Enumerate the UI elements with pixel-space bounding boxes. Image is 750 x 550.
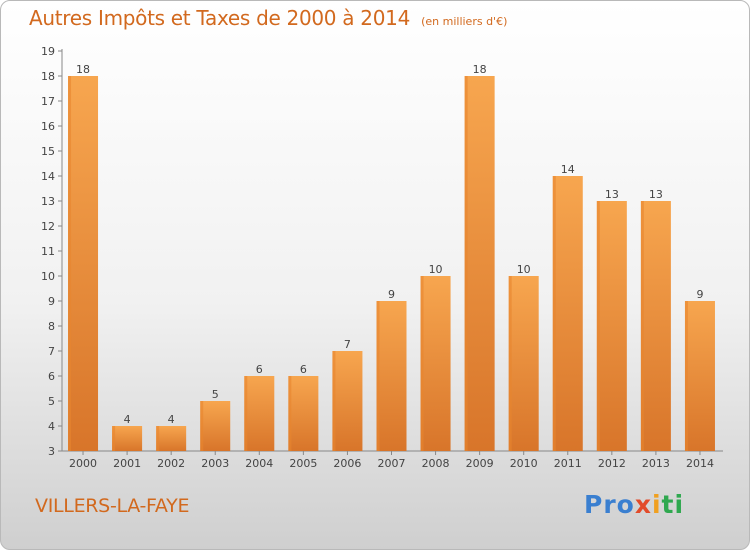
bar xyxy=(464,76,495,451)
data-label: 10 xyxy=(429,263,443,276)
bar-edge xyxy=(376,301,380,451)
x-tick-label: 2006 xyxy=(333,457,361,470)
y-tick-label: 5 xyxy=(48,395,55,408)
x-tick-label: 2009 xyxy=(466,457,494,470)
data-label: 6 xyxy=(300,363,307,376)
data-label: 4 xyxy=(124,413,131,426)
bar xyxy=(68,76,99,451)
bar-edge xyxy=(684,301,688,451)
location-label: VILLERS-LA-FAYE xyxy=(35,495,190,517)
proxiti-logo[interactable]: Proxiti xyxy=(584,490,684,519)
logo-part-1: Pro xyxy=(584,490,635,519)
bar xyxy=(376,301,407,451)
bar xyxy=(684,301,715,451)
bar xyxy=(596,201,627,451)
y-tick-label: 10 xyxy=(41,270,55,283)
y-tick-label: 9 xyxy=(48,295,55,308)
bar xyxy=(332,351,363,451)
logo-part-3: i xyxy=(651,490,662,519)
bar xyxy=(156,426,187,451)
y-tick-label: 11 xyxy=(41,245,55,258)
bar-edge xyxy=(156,426,160,451)
bar-edge xyxy=(420,276,424,451)
y-tick-label: 16 xyxy=(41,120,55,133)
data-label: 14 xyxy=(561,163,575,176)
data-label: 5 xyxy=(212,388,219,401)
bar xyxy=(640,201,671,451)
x-tick-label: 2014 xyxy=(686,457,714,470)
bar xyxy=(200,401,231,451)
bar-edge xyxy=(244,376,248,451)
x-tick-label: 2005 xyxy=(289,457,317,470)
data-label: 9 xyxy=(388,288,395,301)
data-label: 18 xyxy=(76,63,90,76)
bar xyxy=(552,176,583,451)
x-tick-label: 2010 xyxy=(510,457,538,470)
data-label: 10 xyxy=(517,263,531,276)
chart-title: Autres Impôts et Taxes de 2000 à 2014 xyxy=(29,6,410,30)
data-label: 6 xyxy=(256,363,263,376)
y-tick-label: 7 xyxy=(48,345,55,358)
x-tick-label: 2013 xyxy=(642,457,670,470)
bar-edge xyxy=(200,401,204,451)
bar xyxy=(244,376,275,451)
data-label: 18 xyxy=(473,63,487,76)
y-tick-label: 12 xyxy=(41,220,55,233)
y-tick-label: 14 xyxy=(41,170,55,183)
bar-edge xyxy=(508,276,512,451)
y-tick-label: 8 xyxy=(48,320,55,333)
bar-edge xyxy=(68,76,72,451)
bar-edge xyxy=(596,201,600,451)
logo-part-4: ti xyxy=(661,490,685,519)
bar-edge xyxy=(552,176,556,451)
x-tick-label: 2012 xyxy=(598,457,626,470)
x-tick-label: 2008 xyxy=(422,457,450,470)
x-tick-label: 2000 xyxy=(69,457,97,470)
bar-edge xyxy=(332,351,336,451)
x-tick-label: 2007 xyxy=(378,457,406,470)
y-tick-label: 3 xyxy=(48,445,55,458)
data-label: 13 xyxy=(649,188,663,201)
data-label: 9 xyxy=(696,288,703,301)
chart-bars: 18 4 4 5 6 6 7 9 10 18 10 14 13 13 9 xyxy=(68,63,715,451)
bar xyxy=(508,276,539,451)
x-tick-label: 2011 xyxy=(554,457,582,470)
y-tick-label: 18 xyxy=(41,70,55,83)
y-tick-label: 19 xyxy=(41,45,55,58)
data-label: 4 xyxy=(168,413,175,426)
logo-part-2: x xyxy=(634,490,652,519)
y-tick-label: 13 xyxy=(41,195,55,208)
x-tick-label: 2004 xyxy=(245,457,273,470)
chart-axes: 3 4 5 6 7 8 9 10 11 12 13 14 15 16 17 18 19 2000 2001 2002 2… xyxy=(41,45,723,470)
title-row: Autres Impôts et Taxes de 2000 à 2014 (e… xyxy=(29,6,507,30)
bar-edge xyxy=(288,376,292,451)
x-tick-label: 2003 xyxy=(201,457,229,470)
data-label: 13 xyxy=(605,188,619,201)
y-tick-label: 15 xyxy=(41,145,55,158)
y-tick-label: 4 xyxy=(48,420,55,433)
bar-edge xyxy=(640,201,644,451)
bar-edge xyxy=(464,76,468,451)
y-tick-label: 17 xyxy=(41,95,55,108)
bar-edge xyxy=(112,426,116,451)
y-tick-label: 6 xyxy=(48,370,55,383)
chart-subtitle: (en milliers d'€) xyxy=(421,15,508,28)
data-label: 7 xyxy=(344,338,351,351)
bar xyxy=(420,276,451,451)
x-tick-label: 2002 xyxy=(157,457,185,470)
bar xyxy=(112,426,143,451)
x-tick-label: 2001 xyxy=(113,457,141,470)
bar xyxy=(288,376,319,451)
